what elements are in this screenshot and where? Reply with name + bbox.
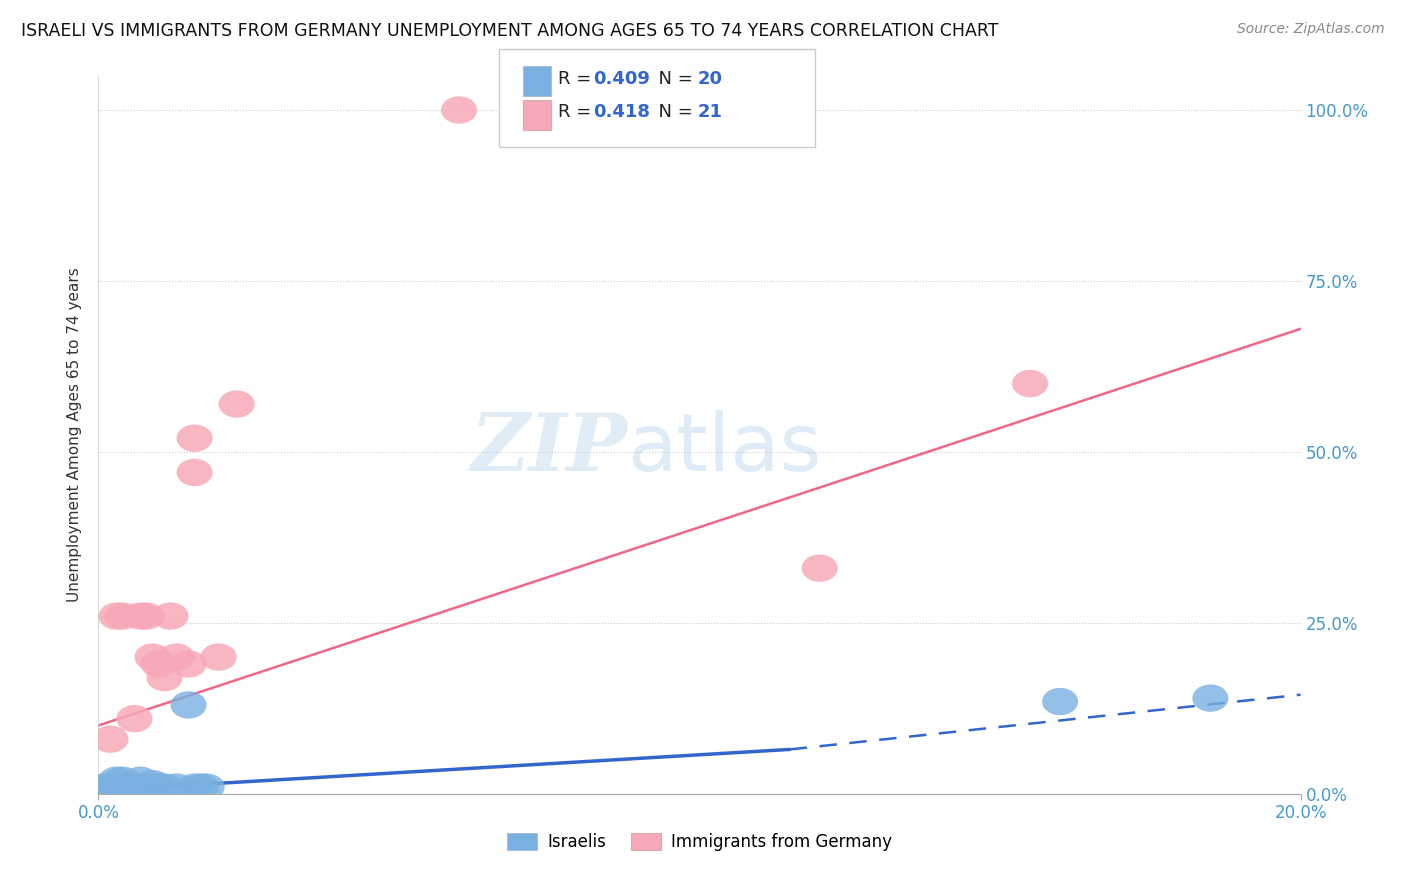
Ellipse shape [104,602,141,630]
Legend: Israelis, Immigrants from Germany: Israelis, Immigrants from Germany [501,826,898,857]
Ellipse shape [177,425,212,452]
Ellipse shape [188,773,225,801]
Ellipse shape [122,602,159,630]
Ellipse shape [183,773,219,801]
Ellipse shape [117,773,152,801]
Text: atlas: atlas [627,410,821,488]
Text: ZIP: ZIP [471,410,627,488]
Ellipse shape [219,391,254,417]
Ellipse shape [1012,370,1047,397]
Ellipse shape [170,691,207,719]
Ellipse shape [86,773,122,801]
Ellipse shape [441,96,477,124]
Ellipse shape [1192,684,1229,712]
Ellipse shape [135,643,170,671]
Ellipse shape [128,773,165,801]
Ellipse shape [86,773,122,801]
Ellipse shape [98,602,135,630]
Ellipse shape [159,773,194,801]
Text: ISRAELI VS IMMIGRANTS FROM GERMANY UNEMPLOYMENT AMONG AGES 65 TO 74 YEARS CORREL: ISRAELI VS IMMIGRANTS FROM GERMANY UNEMP… [21,22,998,40]
Ellipse shape [128,602,165,630]
Ellipse shape [104,766,141,794]
Ellipse shape [146,773,183,801]
Text: Source: ZipAtlas.com: Source: ZipAtlas.com [1237,22,1385,37]
Ellipse shape [141,650,177,678]
Text: N =: N = [647,103,699,120]
Text: 20: 20 [697,70,723,88]
Ellipse shape [1042,688,1078,715]
Text: R =: R = [558,70,598,88]
Ellipse shape [201,643,236,671]
Ellipse shape [141,773,177,801]
Ellipse shape [111,773,146,801]
Ellipse shape [111,773,146,801]
Ellipse shape [93,773,128,801]
Text: R =: R = [558,103,598,120]
Ellipse shape [177,773,212,801]
Text: 0.409: 0.409 [593,70,650,88]
Ellipse shape [104,773,141,801]
Ellipse shape [159,643,194,671]
Ellipse shape [122,766,159,794]
Ellipse shape [135,770,170,797]
Ellipse shape [170,650,207,678]
Ellipse shape [98,773,135,801]
Text: N =: N = [647,70,699,88]
Ellipse shape [801,555,838,582]
Ellipse shape [93,725,128,753]
Text: 21: 21 [697,103,723,120]
Text: 0.418: 0.418 [593,103,651,120]
Y-axis label: Unemployment Among Ages 65 to 74 years: Unemployment Among Ages 65 to 74 years [67,268,83,602]
Ellipse shape [117,705,152,732]
Ellipse shape [98,766,135,794]
Ellipse shape [146,664,183,691]
Ellipse shape [177,458,212,486]
Ellipse shape [152,602,188,630]
